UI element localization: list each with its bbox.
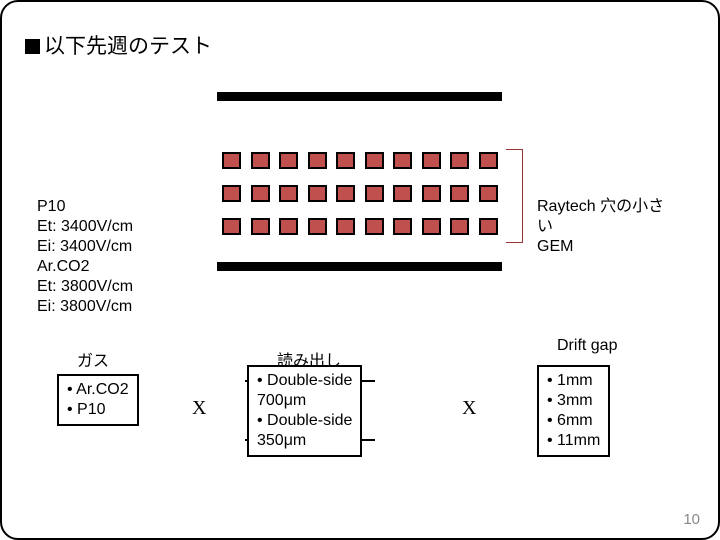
right-label: Raytech 穴の小さ い GEM	[537, 197, 664, 257]
gem-cell	[422, 185, 441, 202]
gem-cell	[450, 218, 469, 235]
param-line: Ei: 3400V/cm	[37, 237, 133, 257]
left-parameters: P10 Et: 3400V/cm Ei: 3400V/cm Ar.CO2 Et:…	[37, 197, 133, 317]
drift-item: • 11mm	[547, 431, 600, 451]
gem-cell	[251, 152, 270, 169]
right-label-line: い	[537, 217, 664, 237]
gem-cell	[336, 185, 355, 202]
readout-item: 700μm	[257, 391, 352, 411]
gem-cell	[365, 185, 384, 202]
gem-cell	[336, 218, 355, 235]
readout-box: • Double-side 700μm • Double-side 350μm	[247, 365, 362, 457]
param-line: Ar.CO2	[37, 257, 133, 277]
gem-cell	[308, 152, 327, 169]
gem-cell	[222, 152, 241, 169]
gas-item: • P10	[67, 400, 129, 420]
bracket-icon	[506, 149, 523, 243]
gem-cell	[365, 152, 384, 169]
gem-cell	[279, 218, 298, 235]
gem-cell	[450, 152, 469, 169]
readout-item: 350μm	[257, 431, 352, 451]
gem-cell	[279, 185, 298, 202]
right-label-line: GEM	[537, 237, 664, 257]
gem-cell	[336, 152, 355, 169]
param-line: Et: 3800V/cm	[37, 277, 133, 297]
gem-cell	[422, 218, 441, 235]
multiply-symbol: X	[192, 397, 206, 420]
gem-cell	[308, 218, 327, 235]
gem-cell	[393, 185, 412, 202]
drift-item: • 6mm	[547, 411, 600, 431]
gem-cell	[450, 185, 469, 202]
param-line: P10	[37, 197, 133, 217]
gem-cell	[422, 152, 441, 169]
page-number: 10	[683, 511, 700, 528]
readout-item: • Double-side	[257, 411, 352, 431]
gem-cell	[393, 152, 412, 169]
gem-cell	[279, 152, 298, 169]
gas-box: • Ar.CO2 • P10	[57, 374, 139, 426]
title-bullet-icon	[25, 39, 40, 54]
drift-heading: Drift gap	[557, 337, 617, 355]
readout-item: • Double-side	[257, 371, 352, 391]
top-electrode-bar	[217, 92, 502, 101]
drift-item: • 3mm	[547, 391, 600, 411]
gem-cell	[251, 185, 270, 202]
gem-cell	[479, 218, 498, 235]
drift-box: • 1mm • 3mm • 6mm • 11mm	[537, 365, 610, 457]
bottom-electrode-bar	[217, 262, 502, 271]
gem-cell	[251, 218, 270, 235]
gem-cell	[479, 152, 498, 169]
title-text: 以下先週のテスト	[44, 35, 212, 58]
multiply-symbol: X	[462, 397, 476, 420]
gem-cell	[222, 185, 241, 202]
gas-item: • Ar.CO2	[67, 380, 129, 400]
gem-cell	[308, 185, 327, 202]
gem-cell	[365, 218, 384, 235]
gas-heading: ガス	[77, 347, 109, 371]
gem-cell	[479, 185, 498, 202]
drift-item: • 1mm	[547, 371, 600, 391]
gem-cell	[222, 218, 241, 235]
right-label-line: Raytech 穴の小さ	[537, 197, 664, 217]
gem-cell	[393, 218, 412, 235]
slide-title: 以下先週のテスト	[25, 30, 212, 60]
param-line: Et: 3400V/cm	[37, 217, 133, 237]
param-line: Ei: 3800V/cm	[37, 297, 133, 317]
